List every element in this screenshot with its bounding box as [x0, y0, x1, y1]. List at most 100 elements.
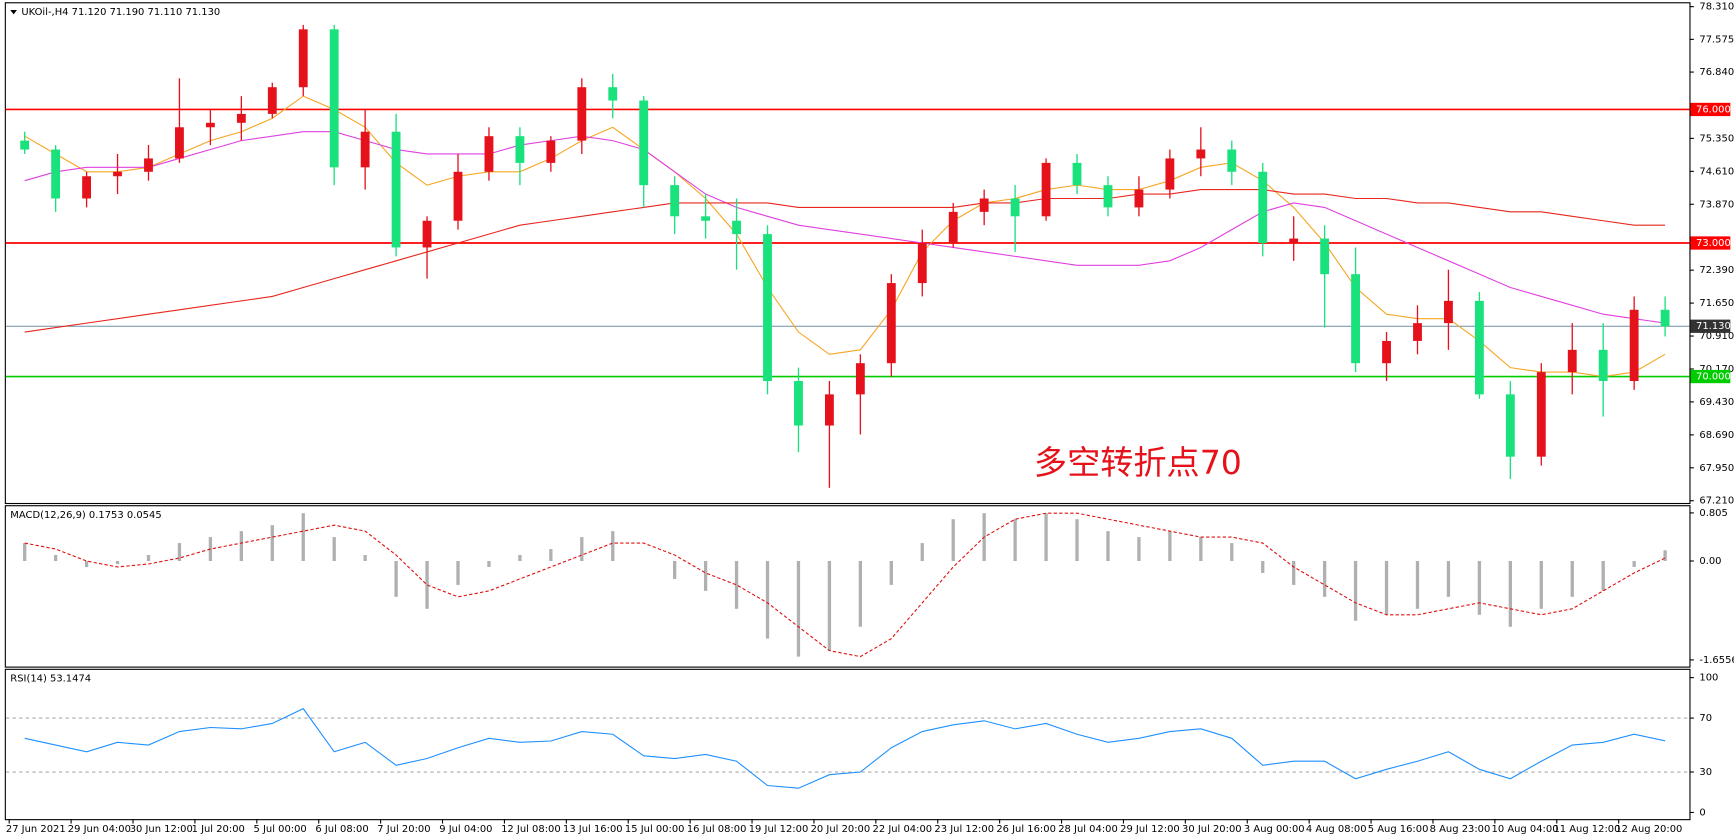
x-tick-label: 5 Aug 16:00: [1368, 824, 1429, 835]
candle-body: [670, 185, 680, 217]
rsi-panel: [4, 668, 1691, 821]
candle-body: [113, 171, 122, 177]
candle-body: [360, 131, 370, 168]
x-tick-label: 22 Jul 04:00: [873, 824, 933, 835]
candle-body: [298, 29, 308, 88]
x-tick-label: 29 Jul 12:00: [1120, 824, 1180, 835]
x-tick-label: 8 Aug 23:00: [1430, 824, 1491, 835]
x-tick-label: 30 Jul 20:00: [1182, 824, 1242, 835]
candle-body: [1165, 158, 1175, 190]
x-tick-label: 5 Jul 00:00: [254, 824, 307, 835]
level-label: 73.000: [1696, 238, 1731, 249]
y-tick-label: 0: [1699, 807, 1705, 818]
x-tick-label: 26 Jul 16:00: [996, 824, 1056, 835]
macd-title: MACD(12,26,9) 0.1753 0.0545: [10, 510, 161, 521]
y-tick-label: 0.00: [1699, 556, 1721, 567]
level-label-box: [1690, 102, 1731, 117]
moving-average: [24, 189, 1666, 333]
price-panel: [4, 2, 1691, 505]
candle-body: [329, 29, 339, 168]
y-tick-label: 67.950: [1699, 463, 1734, 474]
candle-body: [1010, 198, 1020, 217]
candle-body: [391, 131, 401, 248]
candle-body: [1041, 162, 1051, 217]
y-tick-label: -1.6556: [1699, 655, 1734, 666]
candle-body: [1505, 394, 1515, 457]
macd-panel: [4, 505, 1691, 668]
annotation: 多空转折点70: [1034, 443, 1242, 482]
candle-body: [1227, 149, 1237, 172]
candle-body: [1103, 185, 1113, 208]
level-label: 70.000: [1696, 372, 1731, 383]
candle-body: [1629, 309, 1639, 382]
x-tick-label: 19 Jul 12:00: [749, 824, 809, 835]
candle-body: [1072, 162, 1082, 186]
collapse-arrow: [10, 9, 17, 15]
candle-body: [1134, 189, 1144, 208]
candle-body: [236, 113, 246, 123]
candle-body: [267, 87, 277, 114]
candle-body: [82, 176, 92, 199]
y-tick-label: 30: [1699, 767, 1712, 778]
x-tick-label: 30 Jun 12:00: [130, 824, 193, 835]
candle-body: [1382, 340, 1391, 364]
candle-body: [824, 394, 834, 426]
x-tick-label: 23 Jul 12:00: [934, 824, 994, 835]
x-tick-label: 27 Jun 2021: [6, 824, 66, 835]
moving-average: [24, 95, 1666, 378]
y-tick-label: 67.210: [1699, 496, 1734, 507]
candle-body: [948, 211, 958, 244]
x-tick-label: 16 Jul 08:00: [687, 824, 747, 835]
rsi-line: [24, 707, 1666, 789]
x-tick-label: 29 Jun 04:00: [68, 824, 131, 835]
level-label-box: [1690, 236, 1731, 250]
x-tick-label: 20 Jul 20:00: [811, 824, 871, 835]
candle-body: [732, 220, 741, 235]
level-label-box: [1690, 369, 1731, 384]
y-tick-label: 76.840: [1699, 67, 1734, 78]
candle-body: [205, 122, 215, 128]
candle-body: [886, 283, 896, 364]
x-tick-label: 1 Jul 20:00: [192, 824, 245, 835]
candle-body: [1196, 149, 1206, 159]
candle-body: [1444, 300, 1453, 324]
candle-body: [422, 220, 432, 248]
price-title: UKOil-,H4 71.120 71.190 71.110 71.130: [21, 7, 220, 18]
candle-body: [1536, 372, 1546, 457]
candle-body: [1567, 349, 1577, 373]
x-tick-label: 10 Aug 04:00: [1492, 824, 1559, 835]
rsi-title: RSI(14) 53.1474: [10, 674, 91, 685]
candle-body: [1289, 238, 1299, 244]
y-tick-label: 71.650: [1699, 298, 1734, 309]
macd-signal-line: [24, 512, 1666, 658]
y-tick-label: 73.870: [1699, 199, 1734, 210]
candle-body: [515, 136, 525, 163]
candle-body: [1474, 300, 1484, 395]
x-tick-label: 28 Jul 04:00: [1058, 824, 1118, 835]
x-tick-label: 11 Aug 12:00: [1553, 824, 1620, 835]
y-tick-label: 68.690: [1699, 430, 1734, 441]
candle-body: [794, 381, 803, 426]
y-tick-label: 75.350: [1699, 133, 1734, 144]
x-tick-label: 4 Aug 08:00: [1306, 824, 1367, 835]
y-tick-label: 0.805: [1699, 508, 1727, 519]
x-tick-label: 12 Jul 08:00: [501, 824, 561, 835]
candle-body: [1258, 171, 1268, 244]
candle-body: [144, 158, 153, 172]
candle-body: [577, 87, 587, 141]
candle-body: [1413, 323, 1422, 341]
x-tick-label: 3 Aug 00:00: [1244, 824, 1305, 835]
candle-body: [546, 140, 556, 163]
y-tick-label: 70: [1699, 713, 1712, 724]
candle-body: [1351, 274, 1361, 364]
y-tick-label: 72.390: [1699, 265, 1734, 276]
y-tick-label: 70.170: [1699, 364, 1734, 375]
candle-body: [1320, 238, 1330, 275]
candle-body: [701, 216, 711, 221]
candle-body: [763, 234, 772, 382]
current-price-box: [1690, 319, 1731, 333]
candle-body: [979, 198, 989, 212]
candle-body: [175, 127, 184, 159]
y-tick-label: 77.575: [1699, 34, 1734, 45]
